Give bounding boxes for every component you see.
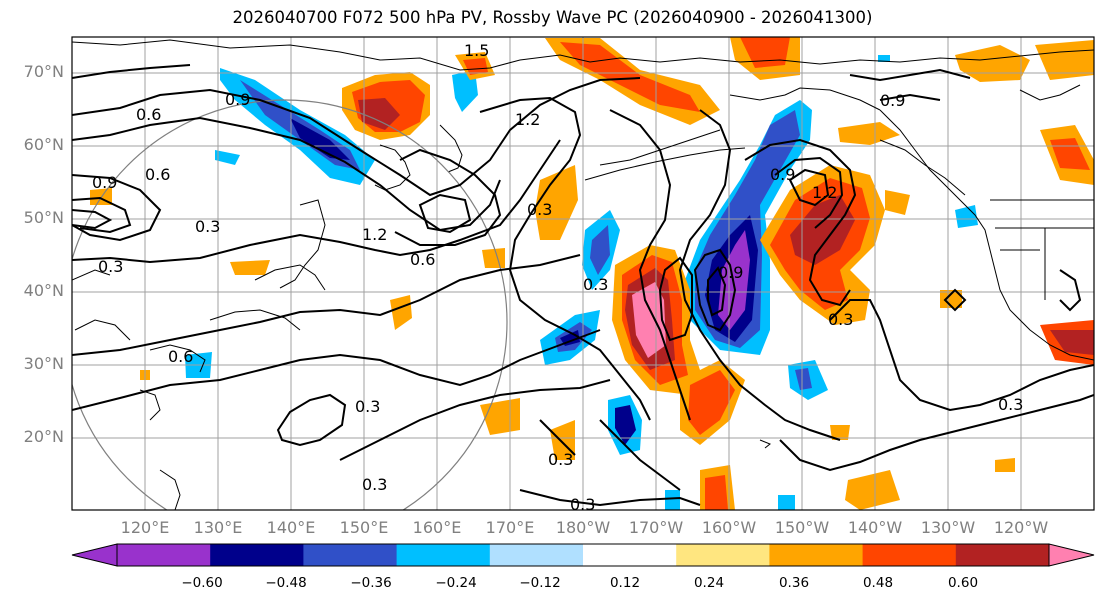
contour-label: 0.3 [583, 275, 608, 294]
contour-label: 0.3 [570, 495, 595, 514]
lon-label: 170°W [628, 518, 684, 537]
contour-labels: 1.5 1.2 0.9 0.6 0.3 0.9 0.6 0.3 0.6 1.2 … [92, 41, 1023, 514]
pv-contours [72, 64, 1094, 507]
contour-label: 0.3 [355, 397, 380, 416]
colorbar-cell [862, 544, 957, 566]
lat-label: 50°N [23, 208, 64, 227]
colorbar-cell [676, 544, 770, 566]
contour-label: 0.6 [145, 165, 170, 184]
lat-label: 20°N [23, 427, 64, 446]
contour-label: 1.2 [812, 183, 837, 202]
lon-label: 140°W [847, 518, 903, 537]
contour-label: 0.6 [168, 347, 193, 366]
lon-label: 160°E [412, 518, 462, 537]
colorbar-min-extend [71, 543, 118, 567]
contour-label: 0.9 [225, 90, 250, 109]
contour-label: 1.2 [362, 225, 387, 244]
contour-label: 0.9 [880, 91, 905, 110]
lon-label: 120°W [993, 518, 1049, 537]
lon-label: 140°E [266, 518, 316, 537]
colorbar-cell [210, 544, 304, 566]
contour-label: 0.3 [362, 475, 387, 494]
contour-label: 0.3 [527, 200, 552, 219]
lon-label: 160°W [701, 518, 757, 537]
contour-label: 0.3 [828, 310, 853, 329]
map-plot-area: 1.5 1.2 0.9 0.6 0.3 0.9 0.6 0.3 0.6 1.2 … [72, 37, 1094, 514]
colorbar-tick-label: −0.60 [181, 575, 223, 591]
map-title: 2026040700 F072 500 hPa PV, Rossby Wave … [232, 8, 873, 27]
contour-label: 0.9 [92, 173, 117, 192]
colorbar-tick-label: −0.12 [519, 575, 561, 591]
lon-label: 130°E [193, 518, 243, 537]
colorbar-tick-label: 0.36 [778, 575, 810, 591]
colorbar-cell [303, 544, 398, 566]
colorbar-max-extend [1048, 543, 1095, 567]
colorbar-tick-label: 0.12 [609, 575, 641, 591]
colorbar-cell [117, 544, 211, 566]
contour-label: 0.9 [770, 165, 795, 184]
contour-label: 0.3 [98, 257, 123, 276]
contour-label: 0.3 [548, 450, 573, 469]
colorbar-cell [396, 544, 491, 566]
lat-label: 70°N [23, 62, 64, 81]
map-frame [71, 36, 1095, 511]
contour-label: 1.5 [464, 41, 489, 60]
lon-label: 120°E [120, 518, 170, 537]
colorbar-tick-label: 0.24 [693, 575, 725, 591]
lon-label: 130°W [920, 518, 976, 537]
contour-label: 0.3 [998, 395, 1023, 414]
contour-label: 1.2 [515, 110, 540, 129]
coastlines [72, 39, 1094, 510]
lat-label: 30°N [23, 354, 64, 373]
colorbar-cell [955, 544, 1050, 566]
lon-label: 150°E [339, 518, 389, 537]
colorbar-tick-label: −0.48 [265, 575, 307, 591]
colorbar-tick-label: 0.60 [947, 575, 979, 591]
lat-label: 60°N [23, 135, 64, 154]
contour-label: 0.3 [195, 217, 220, 236]
lon-label: 180°W [555, 518, 611, 537]
colorbar-cell [769, 544, 864, 566]
colorbar-tick-label: 0.48 [862, 575, 894, 591]
contour-label: 0.9 [718, 263, 743, 282]
contour-label: 0.6 [410, 250, 435, 269]
great-circle-ring [72, 99, 508, 510]
lon-label: 150°W [774, 518, 830, 537]
pv-shading [90, 37, 1094, 510]
colorbar [71, 543, 1095, 567]
lat-label: 40°N [23, 281, 64, 300]
colorbar-tick-label: −0.36 [350, 575, 392, 591]
lon-label: 170°E [485, 518, 535, 537]
colorbar-cell [583, 544, 677, 566]
contour-label: 0.6 [136, 105, 161, 124]
colorbar-tick-label: −0.24 [435, 575, 477, 591]
colorbar-cell [489, 544, 584, 566]
